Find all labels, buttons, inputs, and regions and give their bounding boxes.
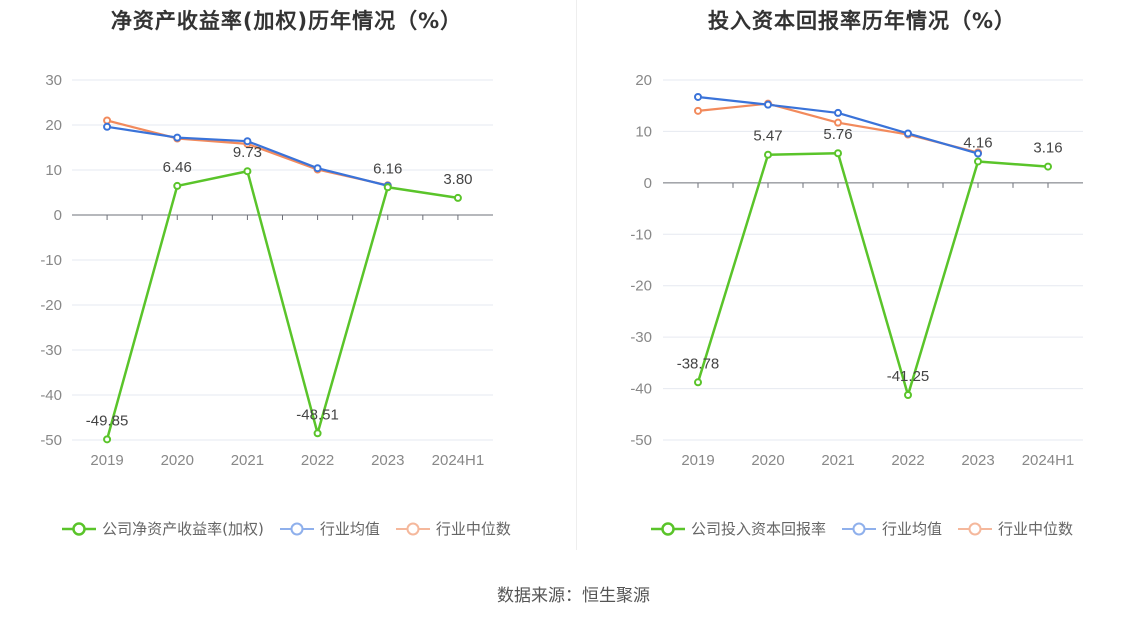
x-tick-label: 2022 <box>301 452 334 469</box>
legend-label: 行业中位数 <box>435 520 511 538</box>
data-label: 6.46 <box>163 159 192 176</box>
data-source: 数据来源：恒生聚源 <box>497 586 650 606</box>
y-tick-label: -30 <box>40 342 62 359</box>
x-tick-label: 2019 <box>681 452 714 469</box>
roic-legend: 公司投入资本回报率 行业均值 行业中位数 <box>577 518 1147 539</box>
data-point-company <box>313 429 322 438</box>
data-label: -48.51 <box>296 406 339 423</box>
legend-average-marker <box>841 522 876 535</box>
y-tick-label: -50 <box>40 432 62 449</box>
data-point-median <box>834 118 842 127</box>
data-point-company <box>834 149 842 158</box>
legend-item-company[interactable]: 公司净资产收益率(加权) <box>62 518 264 539</box>
data-label: 3.80 <box>443 171 472 188</box>
data-point-average <box>834 108 842 117</box>
legend-label: 公司投入资本回报率 <box>690 520 826 538</box>
series-line-company <box>105 169 459 440</box>
data-label: 6.16 <box>373 160 402 177</box>
roe-legend: 公司净资产收益率(加权) 行业均值 行业中位数 <box>0 518 573 539</box>
data-point-company <box>904 391 912 399</box>
data-point-average <box>103 122 112 131</box>
data-point-average <box>974 149 982 158</box>
x-tick-label: 2024H1 <box>1022 452 1075 469</box>
legend-median-marker <box>395 522 430 535</box>
x-tick-label: 2022 <box>891 452 924 469</box>
legend-median-marker <box>958 522 992 535</box>
data-point-median <box>103 116 112 125</box>
legend-company-marker <box>62 521 97 536</box>
roe-plot: 30 20 10 0 -10 -20 -30 -40 -50 2019 2020 2021 2022 20… <box>40 72 493 469</box>
roe-chart: 净资产收益率(加权)历年情况（%） 30 20 10 0 -10 -20 -30 -40 -50… <box>0 0 573 560</box>
y-tick-label: 10 <box>45 162 62 179</box>
roic-plot: 20 10 0 -10 -20 -30 -40 -50 2019 2020 2021 2022 2023… <box>630 72 1083 469</box>
data-point-company <box>694 378 702 387</box>
data-point-company <box>764 150 772 159</box>
legend-label: 行业均值 <box>319 520 380 538</box>
data-point-average <box>764 100 772 109</box>
data-point-average <box>694 92 702 101</box>
data-label: 4.16 <box>963 134 992 151</box>
legend-label: 行业均值 <box>881 520 942 538</box>
series-line-company <box>696 151 1049 397</box>
x-tick-label: 2021 <box>821 452 854 469</box>
y-tick-label: -40 <box>630 381 652 398</box>
y-tick-label: -30 <box>630 329 652 346</box>
y-tick-label: -10 <box>40 252 62 269</box>
legend-item-median[interactable]: 行业中位数 <box>958 518 1073 539</box>
legend-average-marker <box>279 522 314 535</box>
data-point-average <box>313 164 322 173</box>
x-tick-label: 2023 <box>961 452 994 469</box>
data-point-company <box>1044 162 1052 171</box>
data-point-average <box>173 133 182 142</box>
x-tick-label: 2020 <box>161 452 194 469</box>
x-tick-label: 2019 <box>90 452 123 469</box>
x-tick-label: 2020 <box>751 452 784 469</box>
data-point-median <box>694 106 702 115</box>
data-label: 5.76 <box>823 126 852 143</box>
data-label: 9.73 <box>233 144 262 161</box>
roe-chart-title: 净资产收益率(加权)历年情况（%） <box>110 9 463 33</box>
data-point-company <box>103 435 112 444</box>
data-label: -38.78 <box>677 355 720 372</box>
legend-company-marker <box>650 521 685 536</box>
legend-item-median[interactable]: 行业中位数 <box>395 518 511 539</box>
data-point-company <box>173 181 182 190</box>
data-label: -49.85 <box>86 412 129 429</box>
data-point-company <box>243 167 252 176</box>
x-tick-label: 2024H1 <box>432 452 485 469</box>
y-tick-label: 20 <box>45 117 62 134</box>
legend-label: 行业中位数 <box>998 520 1074 538</box>
x-tick-label: 2023 <box>371 452 404 469</box>
data-point-average <box>904 129 912 138</box>
roic-chart-title: 投入资本回报率历年情况（%） <box>707 9 1017 33</box>
data-label: 3.16 <box>1033 140 1062 157</box>
y-tick-label: -20 <box>630 278 652 295</box>
data-label: -41.25 <box>887 368 930 385</box>
legend-item-average[interactable]: 行业均值 <box>841 518 942 539</box>
legend-label: 公司净资产收益率(加权) <box>102 520 264 538</box>
y-tick-label: 30 <box>45 72 62 89</box>
x-tick-label: 2021 <box>231 452 264 469</box>
y-tick-label: -40 <box>40 387 62 404</box>
legend-item-average[interactable]: 行业均值 <box>279 518 380 539</box>
data-point-average <box>243 137 252 146</box>
chart-divider <box>576 0 577 550</box>
y-tick-label: -10 <box>630 226 652 243</box>
y-tick-label: 0 <box>644 175 652 192</box>
data-label: 5.47 <box>753 128 782 145</box>
y-tick-label: -50 <box>630 432 652 449</box>
y-tick-label: 10 <box>635 123 652 140</box>
data-point-company <box>974 157 982 166</box>
data-point-company <box>383 183 392 192</box>
y-tick-label: -20 <box>40 297 62 314</box>
legend-item-company[interactable]: 公司投入资本回报率 <box>650 518 826 539</box>
roic-chart: 投入资本回报率历年情况（%） 20 10 0 -10 -20 -30 -40 -50 2019 2… <box>577 0 1147 560</box>
y-tick-label: 0 <box>54 207 62 224</box>
data-point-company <box>453 193 462 202</box>
y-tick-label: 20 <box>635 72 652 89</box>
